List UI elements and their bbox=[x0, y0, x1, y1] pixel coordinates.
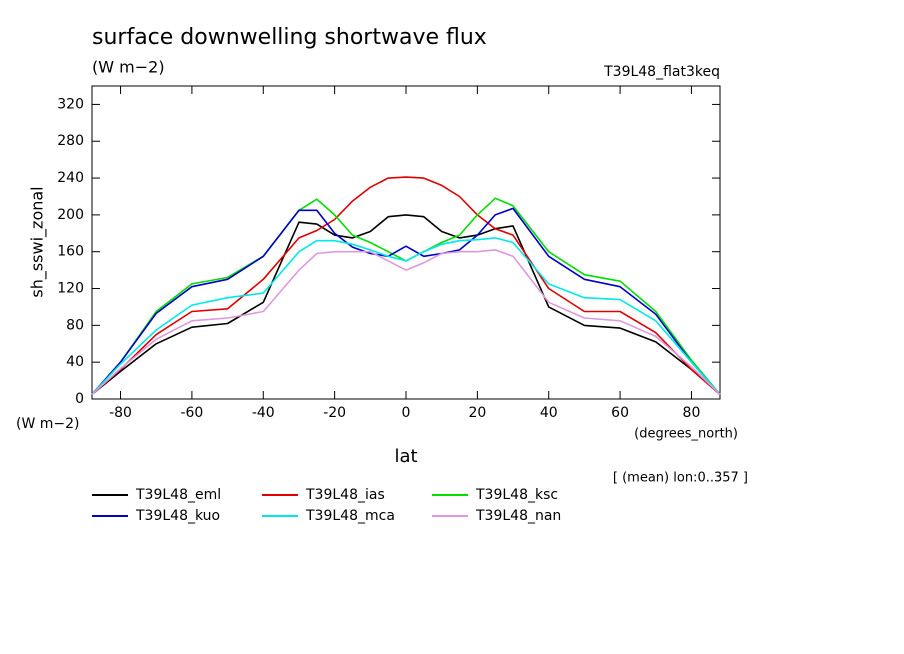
y-tick-label: 40 bbox=[66, 354, 84, 370]
y-tick-label: 280 bbox=[57, 133, 84, 149]
series-line bbox=[91, 237, 721, 395]
y-tick-label: 240 bbox=[57, 170, 84, 186]
x-tick-label: -20 bbox=[323, 405, 346, 421]
x-tick-label: -80 bbox=[109, 405, 132, 421]
x-units: (degrees_north) bbox=[634, 427, 738, 442]
y-tick-label: 320 bbox=[57, 96, 84, 112]
series-line bbox=[91, 176, 721, 396]
y-tick-label: 0 bbox=[75, 391, 84, 407]
series-line bbox=[91, 249, 721, 395]
x-axis-label: lat bbox=[394, 446, 417, 467]
experiment: T39L48_flat3keq bbox=[603, 64, 720, 80]
x-tick-label: 40 bbox=[540, 405, 558, 421]
series-line bbox=[91, 197, 721, 395]
legend-label: T39L48_ksc bbox=[475, 487, 558, 503]
legend-label: T39L48_ias bbox=[305, 487, 385, 503]
y-tick-label: 160 bbox=[57, 244, 84, 260]
y-tick-label: 80 bbox=[66, 317, 84, 333]
plot-frame bbox=[91, 85, 721, 400]
note: [ (mean) lon:0..357 ] bbox=[613, 471, 748, 486]
legend-label: T39L48_mca bbox=[305, 508, 395, 524]
x-tick-label: -40 bbox=[252, 405, 275, 421]
y-tick-label: 120 bbox=[57, 281, 84, 297]
legend-label: T39L48_eml bbox=[135, 487, 221, 503]
subtitle: (W m−2) bbox=[92, 58, 165, 77]
x-tick-label: 60 bbox=[611, 405, 629, 421]
y-tick-label: 200 bbox=[57, 207, 84, 223]
legend-label: T39L48_nan bbox=[475, 508, 561, 524]
legend-label: T39L48_kuo bbox=[135, 508, 220, 524]
x-tick-label: 80 bbox=[683, 405, 701, 421]
x-tick-label: 20 bbox=[468, 405, 486, 421]
chart-title: surface downwelling shortwave flux bbox=[92, 25, 487, 50]
y-axis-label: sh_sswi_zonal bbox=[28, 186, 48, 297]
x-tick-label: -60 bbox=[180, 405, 203, 421]
series-line bbox=[91, 214, 721, 396]
x-tick-label: 0 bbox=[402, 405, 411, 421]
series-line bbox=[91, 207, 721, 395]
y-units: (W m−2) bbox=[16, 416, 80, 432]
